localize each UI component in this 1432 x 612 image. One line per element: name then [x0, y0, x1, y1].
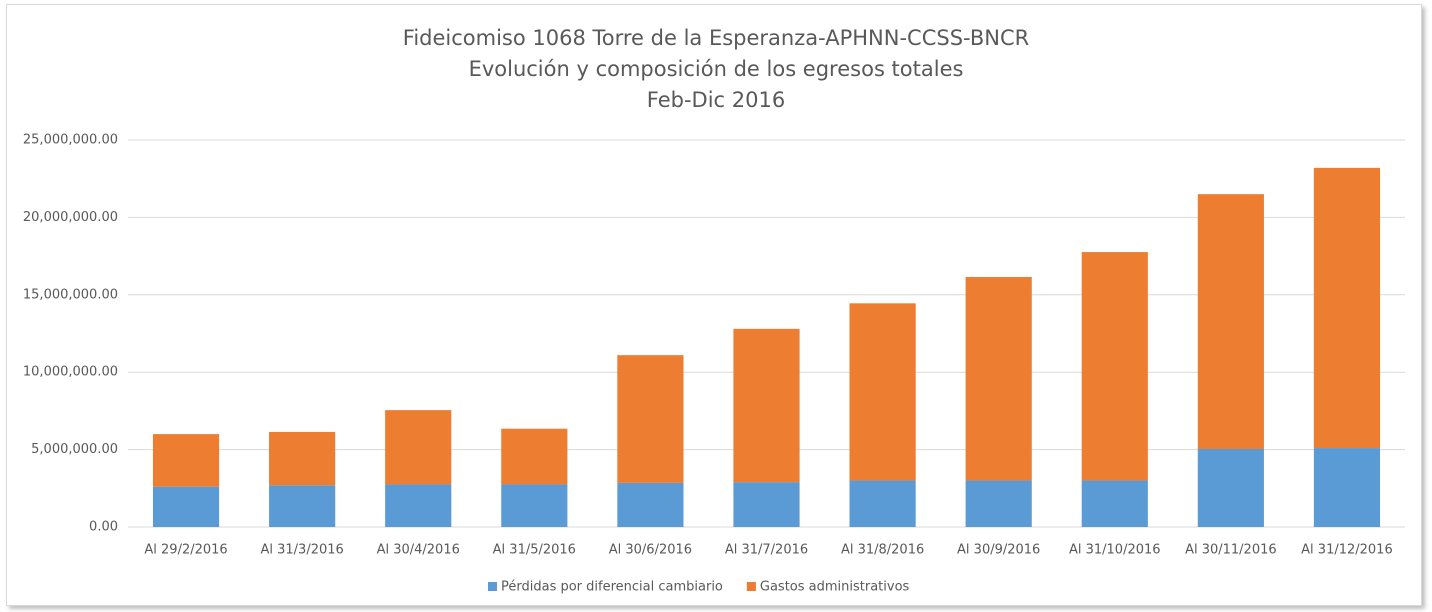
chart-title: Feb-Dic 2016 [647, 88, 785, 112]
bar-segment [1081, 252, 1148, 481]
bar-segment [152, 434, 220, 487]
y-tick-label: 0.00 [89, 520, 118, 535]
x-tick-label: Al 30/4/2016 [377, 543, 460, 558]
bar-segment [269, 431, 336, 486]
legend-swatch [746, 582, 756, 591]
bar-segment [385, 410, 452, 485]
x-tick-label: Al 31/10/2016 [1069, 543, 1161, 558]
bar-segment [501, 428, 568, 485]
x-tick-label: Al 31/12/2016 [1301, 543, 1393, 558]
x-tick-label: Al 31/3/2016 [260, 543, 343, 558]
legend-label: Gastos administrativos [760, 580, 910, 595]
bar-segment [617, 355, 684, 483]
bar-segment [1197, 194, 1264, 449]
bar-segment [385, 484, 452, 527]
bar-segment [849, 303, 916, 481]
x-tick-label: Al 30/9/2016 [957, 543, 1040, 558]
bar-segment [733, 328, 800, 483]
y-tick-label: 5,000,000.00 [31, 442, 118, 457]
bar-segment [1313, 448, 1381, 527]
bar-segment [965, 480, 1032, 527]
chart-title: Evolución y composición de los egresos t… [469, 57, 964, 81]
x-tick-label: Al 30/6/2016 [609, 543, 692, 558]
x-tick-label: Al 31/7/2016 [725, 543, 808, 558]
x-tick-label: Al 31/5/2016 [493, 543, 576, 558]
bar-segment [1081, 480, 1148, 527]
x-tick-label: Al 29/2/2016 [144, 543, 227, 558]
x-tick-label: Al 31/8/2016 [841, 543, 924, 558]
bar-segment [965, 276, 1032, 481]
bar-segment [501, 484, 568, 527]
bar-segment [849, 480, 916, 527]
legend-label: Pérdidas por diferencial cambiario [501, 580, 723, 595]
bar-segment [617, 482, 684, 527]
bar-segment [152, 486, 220, 527]
y-tick-label: 20,000,000.00 [23, 210, 118, 225]
y-tick-label: 25,000,000.00 [23, 133, 118, 148]
x-tick-label: Al 30/11/2016 [1185, 543, 1277, 558]
y-tick-label: 15,000,000.00 [23, 287, 118, 302]
chart-frame [6, 4, 1422, 606]
y-tick-label: 10,000,000.00 [23, 365, 118, 380]
legend-swatch [488, 582, 497, 591]
bar-segment [733, 482, 800, 527]
bar-segment [269, 485, 336, 527]
chart-title: Fideicomiso 1068 Torre de la Esperanza-A… [403, 26, 1029, 50]
bar-segment [1197, 448, 1264, 527]
bar-segment [1313, 167, 1381, 449]
